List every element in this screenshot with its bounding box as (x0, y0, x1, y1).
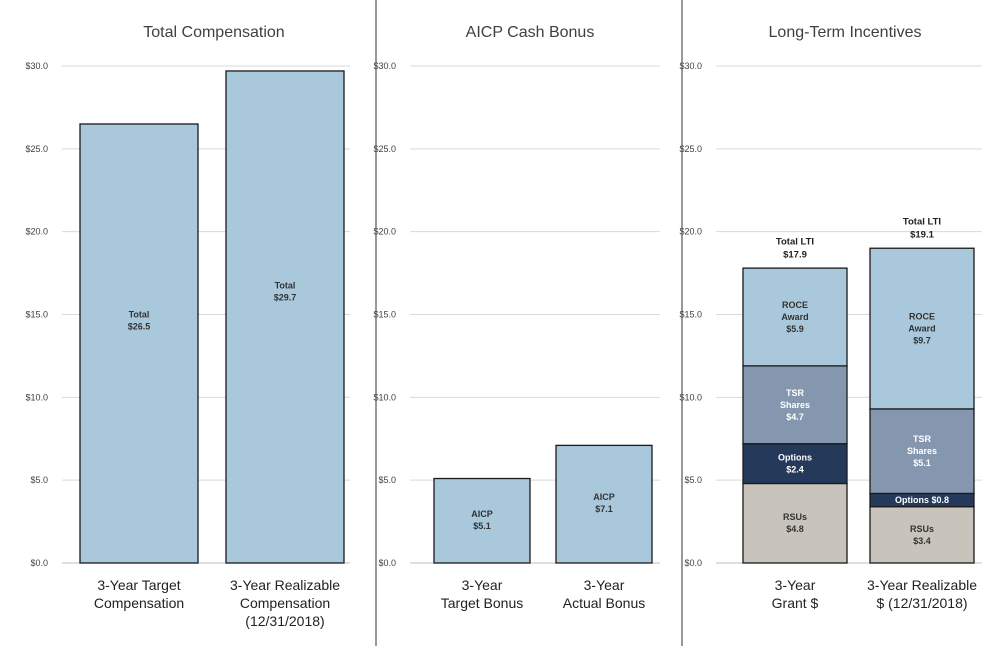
data-label: Shares (907, 446, 937, 456)
bar-segment (225, 70, 345, 564)
x-category-label: 3-Year Target (97, 577, 180, 593)
bar-segment (869, 247, 975, 410)
y-tick-label: $15.0 (373, 310, 396, 320)
data-label: $5.1 (913, 458, 931, 468)
data-label: $9.7 (913, 336, 931, 346)
panel-2: AICP Cash Bonus $0.0 $5.0 $10.0 $15.0 $20.0 $2… (373, 24, 660, 611)
data-label: Total (129, 310, 150, 320)
data-label: ROCE (909, 312, 935, 322)
chart-title: Total Compensation (143, 24, 284, 41)
panel-3: Long-Term Incentives $0.0 $5.0 $10.0 $15.0 $2… (679, 24, 982, 611)
x-category-label: 3-Year Realizable (230, 577, 340, 593)
data-label: $26.5 (128, 322, 151, 332)
data-label: $7.1 (595, 504, 613, 514)
data-label: $3.4 (913, 536, 931, 546)
y-tick-label: $20.0 (373, 227, 396, 237)
y-tick-label: $0.0 (378, 558, 396, 568)
y-tick-label: $30.0 (373, 61, 396, 71)
y-tick-label: $15.0 (25, 310, 48, 320)
total-value: $19.1 (910, 230, 934, 241)
y-tick-label: $15.0 (679, 310, 702, 320)
bar-segment (742, 443, 848, 485)
x-category-label: 3-Year Realizable (867, 577, 977, 593)
chart-title: Long-Term Incentives (769, 24, 922, 41)
x-category-label: Target Bonus (441, 595, 524, 611)
bar-segment (742, 267, 848, 367)
data-label: Award (781, 312, 808, 322)
y-tick-label: $20.0 (25, 227, 48, 237)
y-tick-label: $25.0 (373, 144, 396, 154)
y-tick-label: $30.0 (25, 61, 48, 71)
total-label: Total LTI (776, 236, 814, 247)
total-label: Total LTI (903, 217, 941, 228)
x-category-label: $ (12/31/2018) (876, 595, 967, 611)
x-category-label: 3-Year (584, 577, 625, 593)
data-label: AICP (471, 509, 493, 519)
data-label: Shares (780, 400, 810, 410)
total-value: $17.9 (783, 249, 807, 260)
data-label: AICP (593, 492, 615, 502)
data-label: Options (778, 453, 812, 463)
y-tick-label: $25.0 (679, 144, 702, 154)
data-label: $5.1 (473, 521, 491, 531)
data-label: $4.8 (786, 524, 804, 534)
data-label: RSUs (910, 524, 934, 534)
y-tick-label: $5.0 (30, 475, 48, 485)
y-tick-label: $5.0 (378, 475, 396, 485)
x-category-label: Actual Bonus (563, 595, 646, 611)
y-tick-label: $0.0 (684, 558, 702, 568)
x-category-label: Grant $ (772, 595, 819, 611)
x-category-label: (12/31/2018) (245, 613, 324, 629)
panel-1: Total Compensation $0.0 $5.0 $10.0 $15.0 $20.… (25, 24, 350, 629)
y-tick-label: $30.0 (679, 61, 702, 71)
bar-segment (79, 123, 199, 564)
data-label: Award (908, 324, 935, 334)
data-label: RSUs (783, 512, 807, 522)
data-label: Options $0.8 (895, 495, 949, 505)
data-label: $2.4 (786, 465, 804, 475)
bar-segment (742, 482, 848, 564)
x-category-label: 3-Year (462, 577, 503, 593)
y-tick-label: $10.0 (679, 392, 702, 402)
data-label: Total (275, 280, 296, 290)
data-label: TSR (786, 388, 805, 398)
y-tick-label: $0.0 (30, 558, 48, 568)
data-label: $29.7 (274, 292, 297, 302)
chart-title: AICP Cash Bonus (466, 24, 595, 41)
y-tick-label: $25.0 (25, 144, 48, 154)
bar-segment (433, 477, 531, 564)
x-category-label: 3-Year (775, 577, 816, 593)
data-label: TSR (913, 434, 932, 444)
data-label: $4.7 (786, 412, 804, 422)
x-category-label: Compensation (240, 595, 330, 611)
bar-segment (869, 408, 975, 495)
bar-segment (742, 365, 848, 445)
y-tick-label: $10.0 (25, 392, 48, 402)
y-tick-label: $10.0 (373, 392, 396, 402)
y-tick-label: $20.0 (679, 227, 702, 237)
data-label: ROCE (782, 300, 808, 310)
bar-segment (869, 506, 975, 564)
x-category-label: Compensation (94, 595, 184, 611)
data-label: $5.9 (786, 324, 804, 334)
bar-segment (555, 444, 653, 564)
y-tick-label: $5.0 (684, 475, 702, 485)
